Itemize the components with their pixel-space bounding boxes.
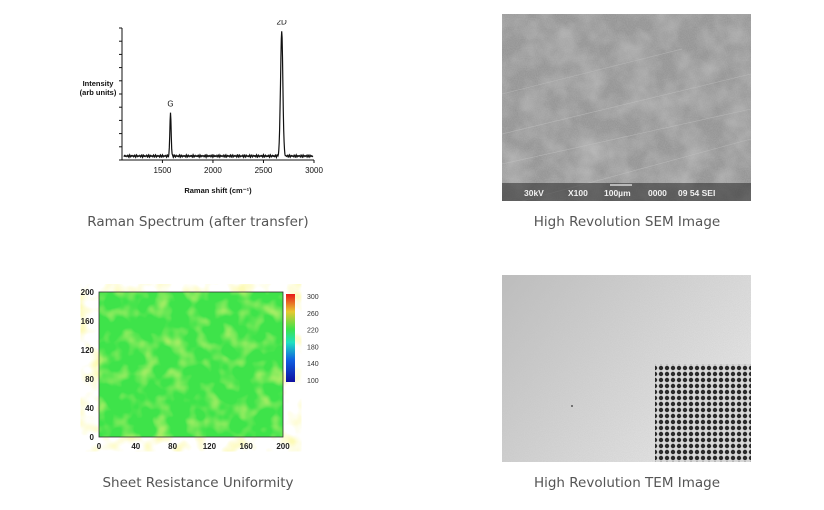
heatmap-y-tick-label: 120 bbox=[81, 346, 95, 355]
heatmap-variation bbox=[99, 292, 283, 437]
sem-image: 30kV X100 100µm 0000 09 54 SEI bbox=[502, 14, 751, 201]
raman-axes bbox=[119, 27, 314, 161]
heatmap-x-tick-label: 40 bbox=[131, 442, 140, 451]
raman-ylabel-line1: Intensity bbox=[83, 79, 115, 88]
raman-peak-label: 2D bbox=[277, 20, 287, 27]
heatmap-colorbar-tick-label: 100 bbox=[307, 378, 319, 385]
sem-magnification: X100 bbox=[568, 188, 588, 198]
heatmap-x-tick-label: 80 bbox=[168, 442, 177, 451]
heatmap-colorbar bbox=[286, 294, 295, 382]
sem-texture bbox=[502, 14, 751, 201]
caption-sheet: Sheet Resistance Uniformity bbox=[102, 475, 294, 491]
heatmap-y-ticks: 0 40 80 120 160 200 bbox=[81, 288, 95, 442]
heatmap-y-tick-label: 200 bbox=[81, 288, 95, 297]
sem-code: 0000 bbox=[648, 188, 667, 198]
heatmap-x-ticks: 0 40 80 120 160 200 bbox=[97, 442, 290, 451]
heatmap-colorbar-tick-label: 180 bbox=[307, 344, 319, 351]
heatmap-colorbar-tick-label: 220 bbox=[307, 328, 319, 335]
heatmap-x-tick-label: 0 bbox=[97, 442, 102, 451]
raman-ylabel-line2: (arb units) bbox=[80, 88, 117, 97]
raman-x-tick-label: 2500 bbox=[255, 166, 273, 175]
raman-peak-label: G bbox=[167, 99, 173, 108]
sem-label: 09 54 SEI bbox=[678, 188, 716, 198]
tem-image bbox=[502, 275, 751, 462]
raman-x-tick-label: 1500 bbox=[154, 166, 172, 175]
heatmap-frame bbox=[98, 291, 284, 438]
raman-xlabel: Raman shift (cm⁻¹) bbox=[184, 186, 252, 195]
heatmap-colorbar-tick-label: 300 bbox=[307, 294, 319, 301]
sem-voltage: 30kV bbox=[524, 188, 544, 198]
heatmap-y-tick-label: 0 bbox=[90, 433, 95, 442]
sem-info-bar: 30kV X100 100µm 0000 09 54 SEI bbox=[502, 183, 751, 201]
heatmap-plot-area bbox=[98, 291, 284, 438]
heatmap-colorbar-ticks: 100 140 180 220 260 300 bbox=[307, 294, 319, 385]
heatmap-colorbar-tick-label: 140 bbox=[307, 361, 319, 368]
caption-tem: High Revolution TEM Image bbox=[533, 475, 721, 491]
heatmap-x-tick-label: 200 bbox=[276, 442, 290, 451]
raman-peak-labels: G 2D bbox=[167, 20, 287, 108]
heatmap-colorbar-tick-label: 260 bbox=[307, 311, 319, 318]
raman-series-line bbox=[123, 31, 314, 160]
tem-texture bbox=[502, 275, 751, 462]
raman-spectrum-chart: 1500 2000 2500 3000 G 2D Intensity (arb unit… bbox=[80, 20, 324, 195]
heatmap-y-tick-label: 160 bbox=[81, 317, 95, 326]
raman-x-tick-label: 2000 bbox=[204, 166, 222, 175]
heatmap-y-tick-label: 80 bbox=[85, 375, 94, 384]
tem-inset bbox=[655, 364, 751, 462]
caption-sem: High Revolution SEM Image bbox=[533, 214, 721, 230]
raman-x-tick-label: 3000 bbox=[305, 166, 323, 175]
heatmap-y-tick-label: 40 bbox=[85, 404, 94, 413]
sheet-resistance-heatmap: 0 40 80 120 160 200 0 40 80 120 160 200 100 140 180 2… bbox=[81, 288, 319, 451]
heatmap-x-tick-label: 120 bbox=[203, 442, 217, 451]
heatmap-x-tick-label: 160 bbox=[240, 442, 254, 451]
raman-x-ticks: 1500 2000 2500 3000 bbox=[154, 160, 323, 175]
sem-scale: 100µm bbox=[604, 188, 631, 198]
caption-raman: Raman Spectrum (after transfer) bbox=[87, 214, 309, 230]
